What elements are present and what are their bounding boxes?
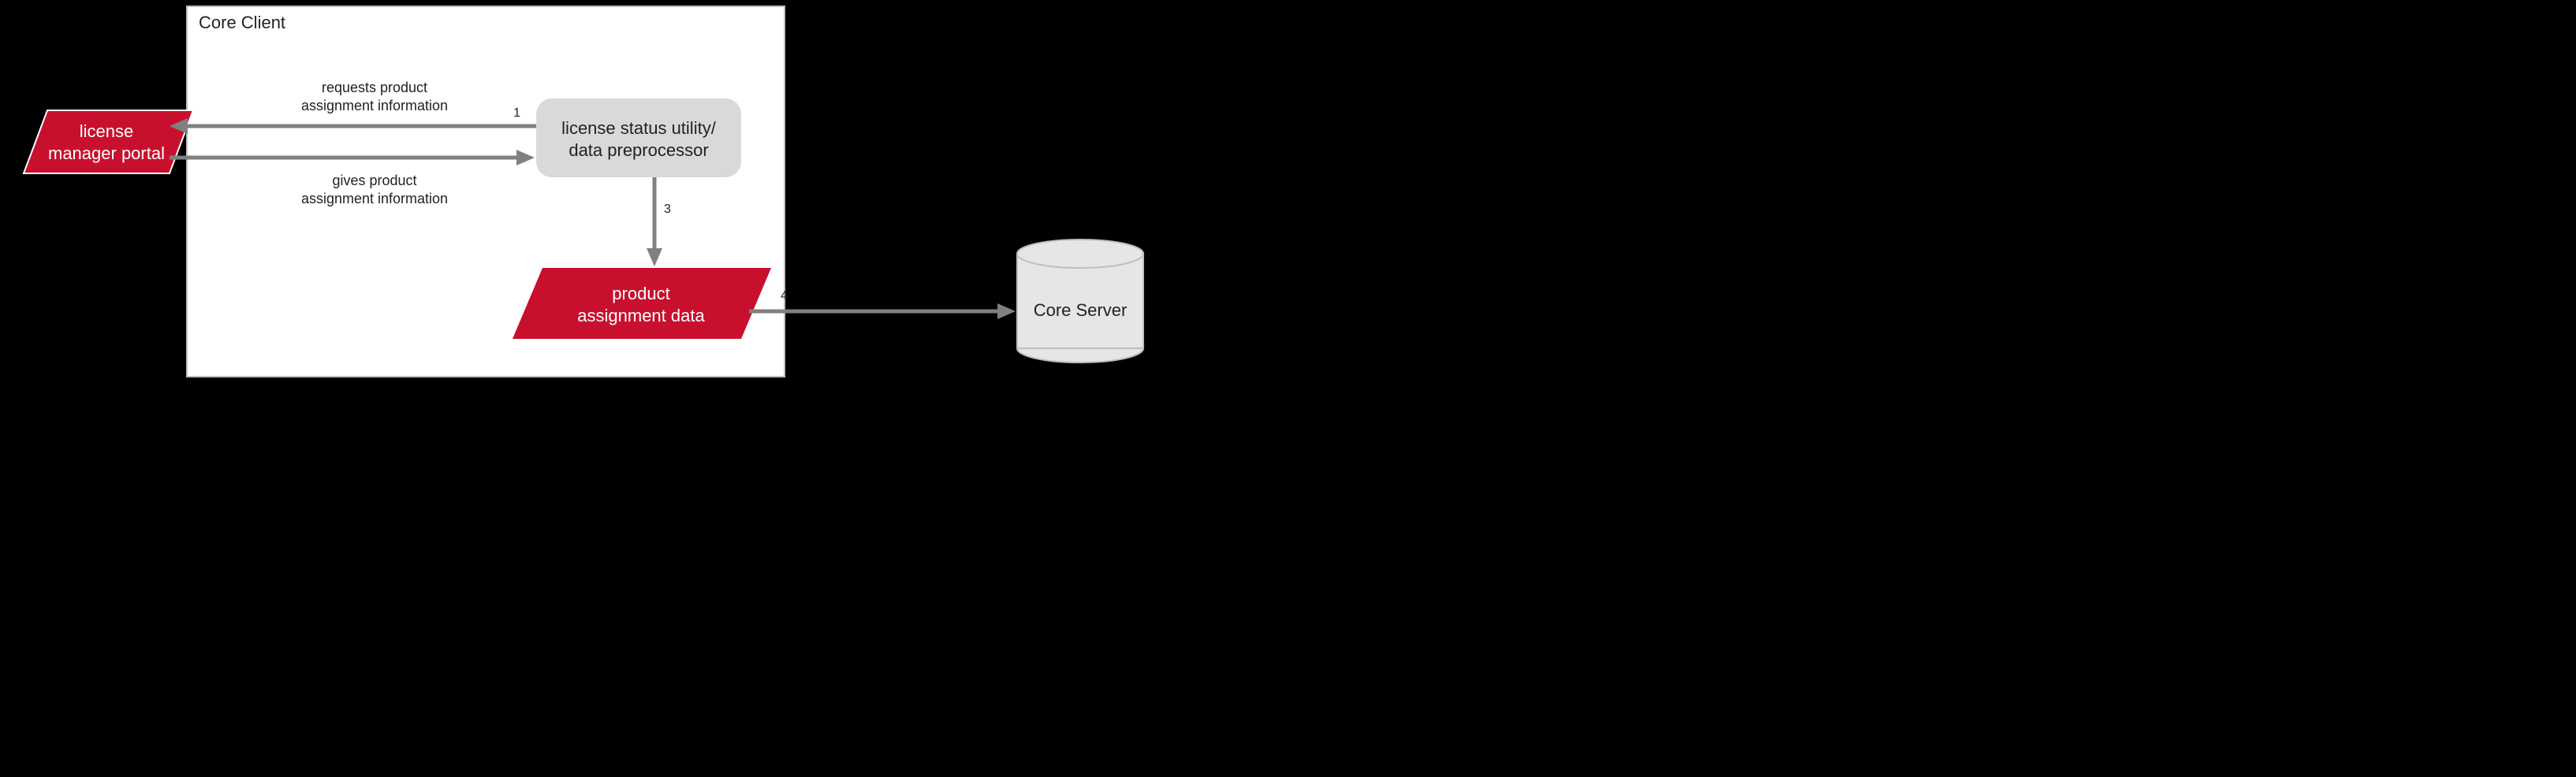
edge-to-server: 4: [749, 289, 1016, 319]
edge-requests-step: 1: [513, 106, 520, 120]
edge-requests-label-1: requests product: [322, 80, 427, 95]
core-client-title: Core Client: [199, 13, 285, 32]
edge-requests-label-2: assignment information: [301, 98, 448, 113]
assignment-data-label-2: assignment data: [577, 306, 705, 325]
license-manager-portal-node: license manager portal: [24, 110, 193, 173]
assignment-data-label-1: product: [612, 284, 669, 303]
core-server-label: Core Server: [1034, 300, 1128, 320]
license-portal-label-2: manager portal: [48, 143, 165, 163]
status-utility-label-2: data preprocessor: [569, 140, 708, 160]
status-utility-label-1: license status utility/: [561, 118, 717, 138]
core-server-node: Core Server: [1017, 240, 1143, 362]
edge-down-step: 3: [664, 203, 671, 216]
edge-to-server-step: 4: [781, 289, 788, 303]
diagram-canvas: Core Client license manager portal licen…: [0, 0, 1288, 388]
edge-gives-label-1: gives product: [332, 173, 416, 188]
edge-gives-label-2: assignment information: [301, 191, 448, 206]
flowchart-svg: Core Client license manager portal licen…: [0, 0, 1288, 388]
status-utility-node: license status utility/ data preprocesso…: [536, 99, 741, 177]
assignment-data-node: product assignment data: [513, 268, 771, 339]
license-portal-label-1: license: [80, 121, 133, 141]
